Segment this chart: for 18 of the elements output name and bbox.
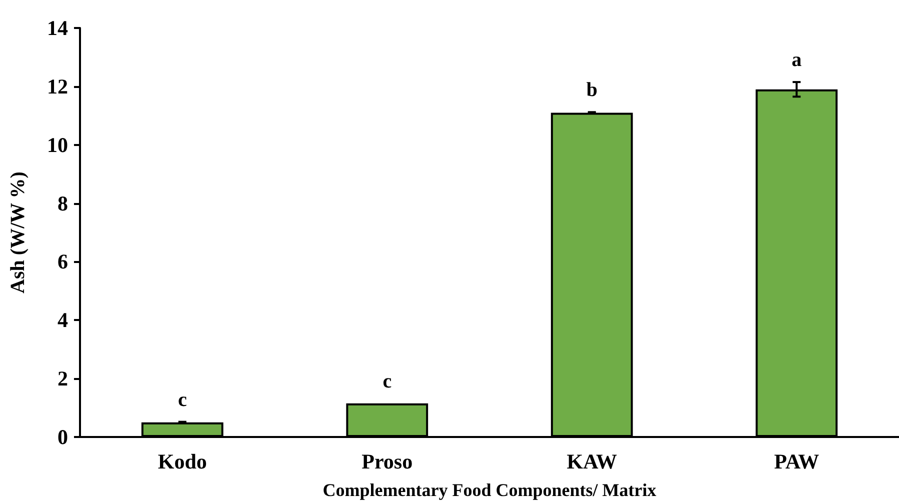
x-axis-title: Complementary Food Components/ Matrix <box>322 480 656 500</box>
y-tick-label: 10 <box>47 132 68 157</box>
y-tick-label: 12 <box>47 74 68 98</box>
x-tick-label: Proso <box>362 450 413 474</box>
y-tick-label: 4 <box>58 308 68 332</box>
annotation: a <box>792 49 802 72</box>
annotation: b <box>586 79 598 102</box>
y-tick-label: 6 <box>58 250 68 274</box>
annotation: c <box>178 388 187 411</box>
x-tick-label: Kodo <box>158 450 207 474</box>
y-tick-label: 8 <box>58 191 68 216</box>
x-tick-label: KAW <box>566 450 617 474</box>
y-tick-label: 14 <box>47 16 68 40</box>
y-axis-title: Ash (W/W %) <box>7 172 29 294</box>
y-tick-label: 2 <box>58 366 68 391</box>
x-tick-label: PAW <box>774 450 820 474</box>
y-tick-label: 0 <box>58 425 68 449</box>
annotation: c <box>382 370 392 392</box>
